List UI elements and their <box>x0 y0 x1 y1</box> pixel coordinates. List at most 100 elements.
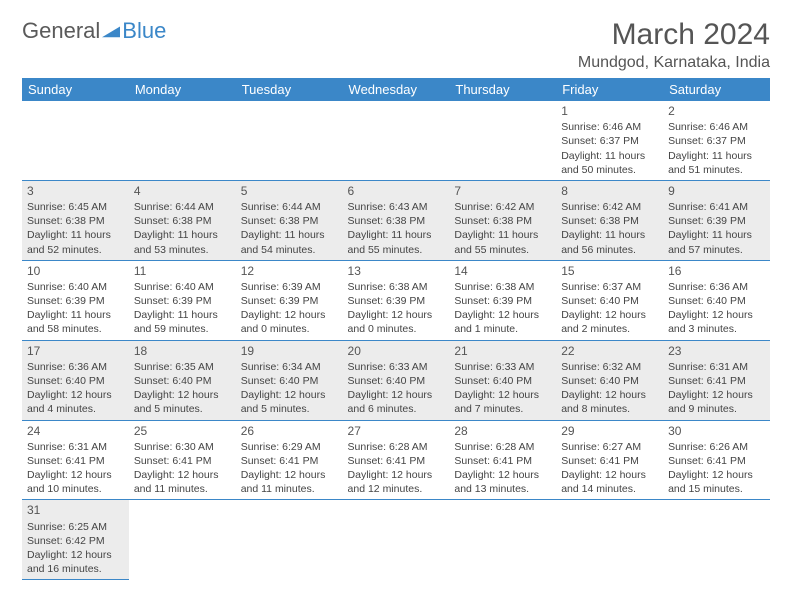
sunrise-text: Sunrise: 6:28 AM <box>348 440 445 454</box>
calendar-day-cell: 2Sunrise: 6:46 AMSunset: 6:37 PMDaylight… <box>663 101 770 180</box>
day-number: 1 <box>561 103 658 119</box>
sunset-text: Sunset: 6:40 PM <box>241 374 338 388</box>
daylight-text: Daylight: 11 hours and 50 minutes. <box>561 149 658 177</box>
calendar-day-cell <box>343 101 450 180</box>
day-number: 26 <box>241 423 338 439</box>
day-number: 29 <box>561 423 658 439</box>
day-number: 6 <box>348 183 445 199</box>
sunrise-text: Sunrise: 6:26 AM <box>668 440 765 454</box>
calendar-table: Sunday Monday Tuesday Wednesday Thursday… <box>22 78 770 580</box>
location-subtitle: Mundgod, Karnataka, India <box>578 54 770 72</box>
calendar-week-row: 17Sunrise: 6:36 AMSunset: 6:40 PMDayligh… <box>22 340 770 420</box>
sunrise-text: Sunrise: 6:42 AM <box>561 200 658 214</box>
day-number: 9 <box>668 183 765 199</box>
calendar-day-cell <box>663 500 770 580</box>
day-number: 13 <box>348 263 445 279</box>
calendar-day-cell: 13Sunrise: 6:38 AMSunset: 6:39 PMDayligh… <box>343 260 450 340</box>
sunrise-text: Sunrise: 6:33 AM <box>348 360 445 374</box>
day-number: 8 <box>561 183 658 199</box>
sunset-text: Sunset: 6:38 PM <box>561 214 658 228</box>
calendar-day-cell: 14Sunrise: 6:38 AMSunset: 6:39 PMDayligh… <box>449 260 556 340</box>
daylight-text: Daylight: 11 hours and 54 minutes. <box>241 228 338 256</box>
sunrise-text: Sunrise: 6:38 AM <box>454 280 551 294</box>
sunset-text: Sunset: 6:38 PM <box>27 214 124 228</box>
day-number: 10 <box>27 263 124 279</box>
day-number: 20 <box>348 343 445 359</box>
sunrise-text: Sunrise: 6:40 AM <box>134 280 231 294</box>
calendar-day-cell: 18Sunrise: 6:35 AMSunset: 6:40 PMDayligh… <box>129 340 236 420</box>
sunrise-text: Sunrise: 6:38 AM <box>348 280 445 294</box>
daylight-text: Daylight: 12 hours and 2 minutes. <box>561 308 658 336</box>
day-number: 27 <box>348 423 445 439</box>
day-number: 14 <box>454 263 551 279</box>
sunset-text: Sunset: 6:40 PM <box>348 374 445 388</box>
sunset-text: Sunset: 6:38 PM <box>134 214 231 228</box>
sunset-text: Sunset: 6:39 PM <box>668 214 765 228</box>
sunset-text: Sunset: 6:39 PM <box>454 294 551 308</box>
sunset-text: Sunset: 6:41 PM <box>241 454 338 468</box>
sunset-text: Sunset: 6:41 PM <box>561 454 658 468</box>
day-number: 7 <box>454 183 551 199</box>
day-number: 17 <box>27 343 124 359</box>
calendar-day-cell <box>449 500 556 580</box>
sunset-text: Sunset: 6:40 PM <box>454 374 551 388</box>
sunset-text: Sunset: 6:39 PM <box>348 294 445 308</box>
calendar-week-row: 10Sunrise: 6:40 AMSunset: 6:39 PMDayligh… <box>22 260 770 340</box>
calendar-day-cell: 30Sunrise: 6:26 AMSunset: 6:41 PMDayligh… <box>663 420 770 500</box>
daylight-text: Daylight: 12 hours and 8 minutes. <box>561 388 658 416</box>
sunrise-text: Sunrise: 6:27 AM <box>561 440 658 454</box>
sunrise-text: Sunrise: 6:43 AM <box>348 200 445 214</box>
dayname-fri: Friday <box>556 78 663 101</box>
daylight-text: Daylight: 12 hours and 7 minutes. <box>454 388 551 416</box>
sunrise-text: Sunrise: 6:32 AM <box>561 360 658 374</box>
logo-word2: Blue <box>122 18 166 44</box>
daylight-text: Daylight: 12 hours and 1 minute. <box>454 308 551 336</box>
calendar-day-cell: 8Sunrise: 6:42 AMSunset: 6:38 PMDaylight… <box>556 180 663 260</box>
sunset-text: Sunset: 6:41 PM <box>668 374 765 388</box>
day-number: 15 <box>561 263 658 279</box>
calendar-day-cell <box>236 101 343 180</box>
sunset-text: Sunset: 6:39 PM <box>241 294 338 308</box>
calendar-day-cell: 6Sunrise: 6:43 AMSunset: 6:38 PMDaylight… <box>343 180 450 260</box>
sunset-text: Sunset: 6:38 PM <box>241 214 338 228</box>
sunrise-text: Sunrise: 6:31 AM <box>668 360 765 374</box>
sunrise-text: Sunrise: 6:29 AM <box>241 440 338 454</box>
sunset-text: Sunset: 6:41 PM <box>348 454 445 468</box>
day-number: 28 <box>454 423 551 439</box>
calendar-day-cell: 26Sunrise: 6:29 AMSunset: 6:41 PMDayligh… <box>236 420 343 500</box>
sunset-text: Sunset: 6:38 PM <box>348 214 445 228</box>
sunset-text: Sunset: 6:37 PM <box>668 134 765 148</box>
sunset-text: Sunset: 6:39 PM <box>134 294 231 308</box>
day-number: 19 <box>241 343 338 359</box>
daylight-text: Daylight: 12 hours and 4 minutes. <box>27 388 124 416</box>
daylight-text: Daylight: 11 hours and 56 minutes. <box>561 228 658 256</box>
calendar-day-cell: 17Sunrise: 6:36 AMSunset: 6:40 PMDayligh… <box>22 340 129 420</box>
day-number: 23 <box>668 343 765 359</box>
calendar-day-cell <box>343 500 450 580</box>
daylight-text: Daylight: 12 hours and 16 minutes. <box>27 548 124 576</box>
sunset-text: Sunset: 6:40 PM <box>134 374 231 388</box>
dayname-thu: Thursday <box>449 78 556 101</box>
daylight-text: Daylight: 12 hours and 5 minutes. <box>134 388 231 416</box>
sunrise-text: Sunrise: 6:31 AM <box>27 440 124 454</box>
daylight-text: Daylight: 11 hours and 55 minutes. <box>454 228 551 256</box>
sunrise-text: Sunrise: 6:44 AM <box>134 200 231 214</box>
calendar-day-cell: 15Sunrise: 6:37 AMSunset: 6:40 PMDayligh… <box>556 260 663 340</box>
logo-triangle-icon <box>102 24 120 38</box>
calendar-day-cell <box>129 500 236 580</box>
sunrise-text: Sunrise: 6:45 AM <box>27 200 124 214</box>
title-block: March 2024 Mundgod, Karnataka, India <box>578 18 770 72</box>
sunset-text: Sunset: 6:37 PM <box>561 134 658 148</box>
sunrise-text: Sunrise: 6:41 AM <box>668 200 765 214</box>
daylight-text: Daylight: 12 hours and 15 minutes. <box>668 468 765 496</box>
calendar-day-cell: 19Sunrise: 6:34 AMSunset: 6:40 PMDayligh… <box>236 340 343 420</box>
calendar-day-cell: 3Sunrise: 6:45 AMSunset: 6:38 PMDaylight… <box>22 180 129 260</box>
sunrise-text: Sunrise: 6:34 AM <box>241 360 338 374</box>
logo: General Blue <box>22 18 166 44</box>
sunset-text: Sunset: 6:39 PM <box>27 294 124 308</box>
sunset-text: Sunset: 6:41 PM <box>134 454 231 468</box>
sunrise-text: Sunrise: 6:30 AM <box>134 440 231 454</box>
sunrise-text: Sunrise: 6:25 AM <box>27 520 124 534</box>
sunset-text: Sunset: 6:40 PM <box>561 374 658 388</box>
daylight-text: Daylight: 12 hours and 6 minutes. <box>348 388 445 416</box>
